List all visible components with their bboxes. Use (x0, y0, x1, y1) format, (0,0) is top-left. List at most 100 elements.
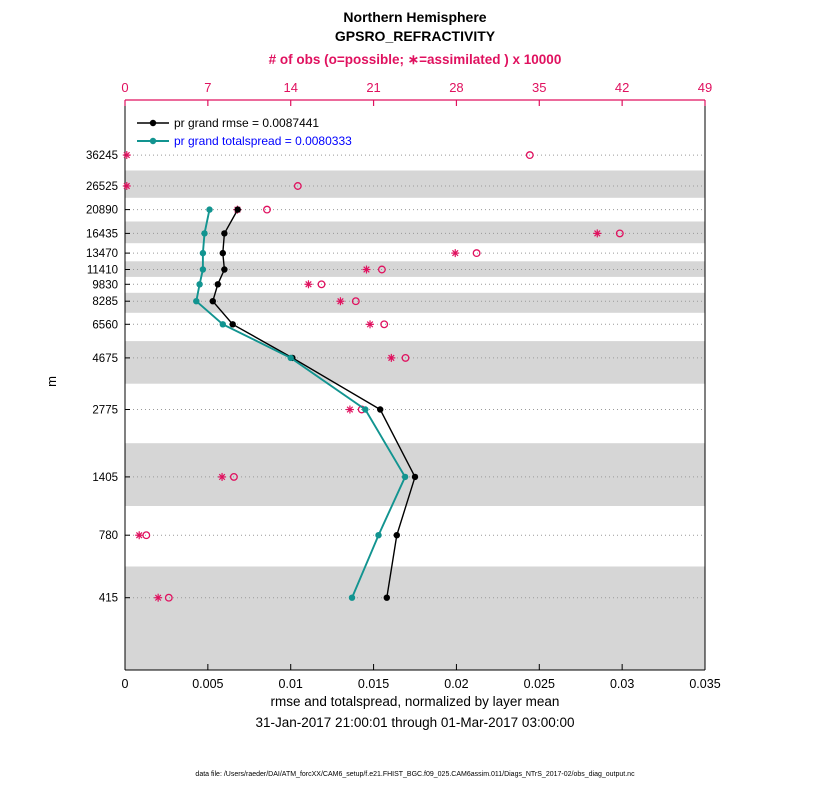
possible-obs-marker (351, 297, 360, 306)
rmse-series (209, 206, 419, 601)
top-tick-label: 0 (121, 80, 128, 95)
assimilated-obs-marker (336, 297, 345, 306)
legend-entry-label: pr grand totalspread = 0.0080333 (174, 134, 352, 148)
y-tick-label: 2775 (92, 405, 118, 417)
bottom-tick-label: 0 (122, 677, 129, 691)
possible-obs-marker (472, 249, 481, 258)
top-tick-label: 14 (283, 80, 297, 95)
top-tick-label: 49 (698, 80, 712, 95)
plot-area: 0 0.005 0.01 0.015 0.02 0.025 0.03 0.035 0 7 14 21 2… (86, 80, 721, 691)
rmse-point (229, 321, 236, 328)
possible-obs-marker (380, 320, 389, 329)
possible-obs-marker (401, 353, 410, 362)
x-axis-label: rmse and totalspread, normalized by laye… (270, 694, 560, 709)
legend: pr grand rmse = 0.0087441 pr grand totals… (137, 116, 352, 148)
chart-subtitle: GPSRO_REFRACTIVITY (334, 28, 496, 44)
legend-marker-sample (149, 119, 157, 127)
y-tick-label: 11410 (87, 265, 118, 277)
assimilated-obs-marker (387, 353, 396, 362)
layer-band (125, 566, 705, 670)
assimilated-obs-marker (122, 151, 131, 160)
bottom-tick-label: 0.01 (279, 677, 303, 691)
spread-point (219, 321, 226, 328)
y-tick-label: 9830 (92, 279, 118, 291)
assimilated-obs-marker (345, 405, 354, 414)
legend-marker-sample (149, 137, 157, 145)
spread-point (193, 298, 200, 305)
rmse-point (221, 266, 228, 273)
layer-band (125, 170, 705, 198)
layer-band (125, 261, 705, 277)
possible-obs-marker (525, 151, 534, 160)
spread-point (375, 532, 382, 539)
top-axis-ticks: 0 7 14 21 28 35 42 49 (121, 80, 712, 106)
rmse-point (209, 298, 216, 305)
assimilated-obs-marker (122, 181, 131, 190)
possible-obs-marker (377, 265, 386, 274)
top-tick-label: 28 (449, 80, 463, 95)
spread-point (362, 406, 369, 413)
spread-series (193, 206, 409, 601)
assimilated-obs-marker (304, 280, 313, 289)
bottom-axis-ticks: 0 0.005 0.01 0.015 0.02 0.025 0.03 0.035 (122, 664, 721, 691)
bottom-tick-label: 0.005 (192, 677, 223, 691)
rmse-point (393, 532, 400, 539)
possible-obs-marker (615, 229, 624, 238)
top-tick-label: 42 (615, 80, 629, 95)
assimilated-obs-marker (135, 531, 144, 540)
top-tick-label: 35 (532, 80, 546, 95)
layer-band (125, 341, 705, 384)
spread-point (348, 594, 356, 601)
bottom-tick-label: 0.03 (610, 677, 634, 691)
assimilated-obs-marker (362, 265, 371, 274)
assimilated-obs-marker (451, 249, 460, 258)
layer-bands (125, 170, 705, 670)
assimilated-obs-marker (218, 472, 227, 481)
y-tick-label: 13470 (86, 248, 118, 260)
spread-point (201, 230, 208, 237)
y-tick-label: 36245 (86, 150, 118, 162)
left-axis-ticks: 36245 26525 20890 16435 13470 11410 9830 8285 65… (86, 150, 130, 605)
spread-point (199, 266, 207, 273)
y-tick-label: 16435 (86, 228, 118, 240)
rmse-point (383, 594, 390, 601)
possible-obs-marker (142, 531, 151, 540)
rmse-line (212, 209, 416, 598)
top-axis-label: # of obs (o=possible; ∗=assimilated ) x … (268, 52, 562, 67)
top-tick-label: 7 (204, 80, 211, 95)
legend-entry-label: pr grand rmse = 0.0087441 (174, 116, 319, 130)
rmse-point (214, 281, 221, 288)
assimilated-obs-marker (154, 593, 163, 602)
y-tick-label: 6560 (92, 319, 118, 331)
rmse-point (234, 206, 241, 213)
y-tick-label: 4675 (92, 353, 118, 365)
y-tick-label: 415 (99, 593, 118, 605)
y-tick-label: 780 (99, 530, 118, 542)
rmse-point (411, 473, 419, 481)
y-tick-label: 1405 (92, 472, 118, 484)
rmse-point (221, 230, 228, 237)
layer-band (125, 221, 705, 244)
chart-title: Northern Hemisphere (343, 9, 487, 25)
spread-point (199, 249, 207, 257)
spread-point (196, 281, 203, 288)
rmse-point (377, 406, 384, 413)
spread-line (195, 209, 407, 599)
rmse-point (219, 249, 226, 257)
spread-point (206, 206, 213, 213)
possible-obs-marker (317, 280, 326, 289)
bottom-tick-label: 0.02 (444, 677, 468, 691)
y-tick-label: 8285 (92, 296, 118, 308)
assimilated-obs-marker (366, 320, 375, 329)
possible-obs-marker (293, 182, 302, 190)
spread-point (287, 354, 294, 362)
y-tick-label: 26525 (86, 181, 118, 193)
spread-point (401, 473, 409, 481)
top-tick-label: 21 (366, 80, 380, 95)
data-file-path: data file: /Users/raeder/DAI/ATM_forcXX/… (195, 771, 635, 778)
possible-obs-marker (229, 472, 238, 481)
layer-band (125, 292, 705, 313)
assimilated-obs-marker (593, 229, 602, 238)
bottom-tick-label: 0.035 (689, 677, 720, 691)
possible-obs-marker (263, 205, 271, 214)
